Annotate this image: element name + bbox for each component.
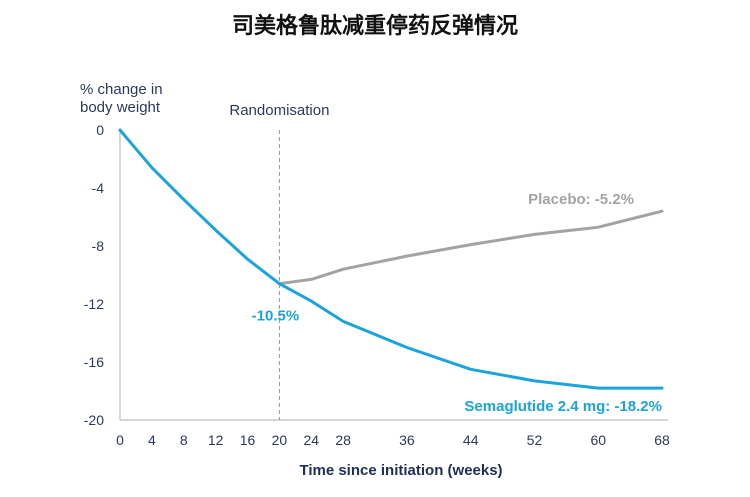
y-tick-label: -20 — [84, 412, 104, 428]
y-tick-label: 0 — [96, 122, 104, 138]
y-axis-label: % change in — [80, 81, 163, 98]
placebo-line — [277, 209, 664, 286]
x-tick-label: 4 — [148, 432, 156, 448]
randomisation-label: Randomisation — [229, 102, 329, 119]
x-tick-label: 60 — [590, 432, 606, 448]
x-tick-label: 0 — [116, 432, 124, 448]
x-axis-label: Time since initiation (weeks) — [299, 462, 502, 479]
chart-title: 司美格鲁肽减重停药反弹情况 — [231, 13, 518, 39]
axes — [119, 130, 668, 421]
placebo-label: Placebo: -5.2% — [528, 191, 634, 208]
x-tick-label: 36 — [399, 432, 415, 448]
annotations: Randomisation Semaglutide 2.4 mg: -18.2% P… — [229, 102, 662, 415]
x-tick-label: 52 — [527, 432, 543, 448]
x-tick-label: 20 — [272, 432, 288, 448]
x-tick-label: 12 — [208, 432, 224, 448]
y-tick-label: -12 — [84, 296, 104, 312]
x-tick-label: 8 — [180, 432, 188, 448]
x-tick-label: 68 — [654, 432, 670, 448]
y-tick-label: -8 — [92, 238, 105, 254]
semaglutide-line — [118, 128, 664, 390]
x-tick-label: 44 — [463, 432, 479, 448]
y-tick-label: -16 — [84, 354, 104, 370]
series-lines — [118, 128, 664, 390]
y-axis-label: body weight — [80, 99, 161, 116]
y-tick-label: -4 — [92, 180, 105, 196]
annotation-label: -10.5% — [252, 307, 300, 324]
x-tick-label: 24 — [304, 432, 320, 448]
x-tick-label: 16 — [240, 432, 256, 448]
semaglutide-label: Semaglutide 2.4 mg: -18.2% — [464, 398, 662, 415]
x-tick-label: 28 — [335, 432, 351, 448]
